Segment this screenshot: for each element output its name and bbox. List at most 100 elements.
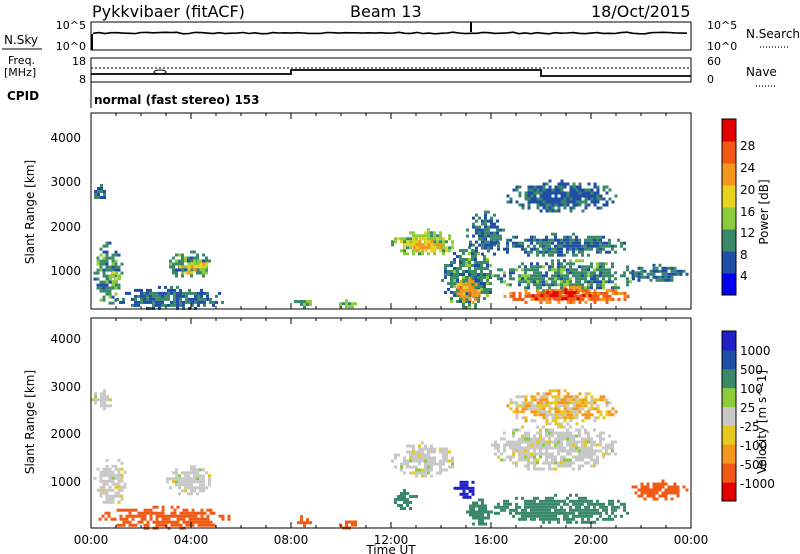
data-cell-region-15 [569, 283, 572, 287]
data-cell-region-10 [527, 431, 530, 435]
data-cell-region-14 [506, 194, 510, 198]
data-cell-region-1 [117, 265, 121, 269]
data-cell-region-14 [596, 194, 600, 198]
data-cell-region-11 [539, 413, 543, 417]
data-cell-region-10 [605, 452, 608, 456]
data-cell-region-14 [569, 209, 573, 213]
data-cell-region-9 [430, 246, 434, 250]
data-cell-region-3 [200, 297, 203, 301]
data-cell-region-10 [581, 452, 584, 456]
data-cell-region-10 [539, 434, 542, 438]
velocity-y-tick-3000: 3000 [50, 380, 81, 394]
data-cell-region-15 [521, 277, 524, 281]
data-cell-region-11 [533, 395, 537, 399]
data-cell-region-10 [578, 440, 581, 444]
data-cell-region-12 [566, 496, 569, 500]
data-cell-region-16 [557, 288, 561, 292]
data-cell-region-1 [102, 274, 106, 278]
data-cell-region-14 [530, 188, 534, 192]
power-cbar-tick-20: 20 [740, 183, 755, 197]
data-cell-region-1 [99, 280, 103, 284]
data-cell-region-16 [581, 297, 585, 301]
data-cell-region-8 [465, 486, 469, 490]
data-cell-region-10 [596, 455, 599, 459]
data-cell-region-15 [593, 271, 596, 275]
data-cell-region-6 [427, 459, 430, 463]
data-cell-region-8 [471, 480, 475, 484]
data-cell-region-14 [563, 197, 567, 201]
data-cell-region-10 [521, 437, 524, 441]
data-cell-region-3 [161, 300, 164, 304]
data-cell-region-12 [490, 234, 493, 238]
data-cell-region-10 [548, 455, 551, 459]
data-cell-region-10 [503, 437, 506, 441]
power-data-layer [93, 179, 689, 310]
data-cell-region-10 [500, 452, 503, 456]
data-cell-region-12 [575, 493, 578, 497]
data-cell-region-12 [487, 228, 490, 232]
data-cell-region-10 [530, 461, 533, 465]
data-cell-region-10 [515, 446, 518, 450]
data-cell-region-3 [169, 477, 172, 481]
data-cell-region-3 [172, 477, 175, 481]
power-y-axis-label: Slant Range [km] [23, 160, 37, 264]
data-cell-region-6 [415, 465, 418, 469]
data-cell-region-14 [575, 200, 579, 204]
data-cell-region-3 [212, 300, 215, 304]
data-cell-region-6 [445, 459, 448, 463]
data-cell-region-15 [620, 274, 623, 278]
data-cell-region-1 [102, 467, 106, 471]
data-cell-region-6 [445, 453, 448, 457]
data-cell-region-14 [530, 200, 534, 204]
data-cell-region-12 [509, 511, 512, 515]
data-cell-region-18 [652, 275, 656, 279]
data-cell-region-10 [548, 467, 551, 471]
data-cell-region-18 [670, 269, 674, 273]
data-cell-region-17 [576, 291, 580, 295]
data-cell-region-2 [176, 505, 180, 509]
data-cell-region-15 [584, 265, 587, 269]
data-cell-region-4 [172, 268, 175, 272]
data-cell-region-18 [643, 275, 647, 279]
data-cell-region-10 [569, 437, 572, 441]
data-cell-region-3 [199, 489, 202, 493]
data-cell-region-3 [194, 306, 197, 310]
data-cell-region-6 [303, 306, 306, 309]
data-cell-region-15 [545, 280, 548, 284]
data-cell-region-3 [161, 297, 164, 301]
data-cell-region-9 [439, 246, 443, 250]
data-cell-region-11 [575, 413, 579, 417]
data-cell-region-9 [478, 510, 481, 514]
data-cell-region-12 [478, 234, 481, 238]
data-cell-region-8 [424, 231, 427, 235]
data-cell-region-11 [542, 407, 546, 411]
data-cell-region-11 [575, 395, 579, 399]
data-cell-region-4 [306, 521, 309, 525]
data-cell-region-15 [551, 268, 554, 272]
data-cell-region-10 [512, 434, 515, 438]
data-cell-region-10 [572, 434, 575, 438]
data-cell-region-1 [102, 479, 106, 483]
data-cell-region-1 [96, 467, 100, 471]
data-cell-region-12 [557, 499, 560, 503]
data-cell-region-6 [427, 471, 430, 475]
data-cell-region-14 [515, 188, 519, 192]
data-cell-region-10 [474, 270, 477, 273]
data-cell-region-3 [208, 480, 211, 484]
data-cell-region-18 [649, 272, 653, 276]
data-cell-region-12 [587, 505, 590, 509]
data-cell-region-10 [578, 449, 581, 453]
data-cell-region-13 [602, 247, 605, 251]
data-cell-region-11 [515, 410, 519, 414]
velocity-cbar-tick-100: 100 [740, 382, 763, 396]
data-cell-region-13 [563, 238, 566, 242]
data-cell-region-14 [557, 185, 561, 189]
data-cell-region-4 [190, 274, 193, 278]
data-cell-region-14 [560, 203, 564, 207]
data-cell-region-11 [593, 416, 597, 420]
data-cell-region-1 [117, 476, 121, 480]
data-cell-region-10 [614, 440, 617, 444]
data-cell-region-7 [345, 299, 348, 303]
data-cell-region-10 [536, 446, 539, 450]
data-cell-region-13 [557, 238, 560, 242]
